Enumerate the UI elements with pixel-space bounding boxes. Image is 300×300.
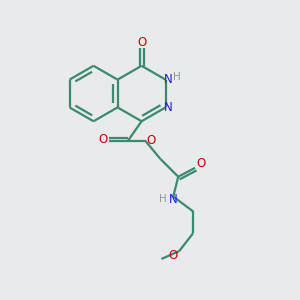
Text: O: O bbox=[196, 158, 206, 170]
Text: O: O bbox=[98, 133, 108, 146]
Text: O: O bbox=[147, 134, 156, 147]
Text: H: H bbox=[160, 194, 167, 203]
Text: N: N bbox=[164, 101, 173, 114]
Text: O: O bbox=[137, 35, 146, 49]
Text: N: N bbox=[169, 193, 178, 206]
Text: O: O bbox=[169, 248, 178, 262]
Text: N: N bbox=[164, 73, 173, 86]
Text: H: H bbox=[172, 72, 180, 82]
